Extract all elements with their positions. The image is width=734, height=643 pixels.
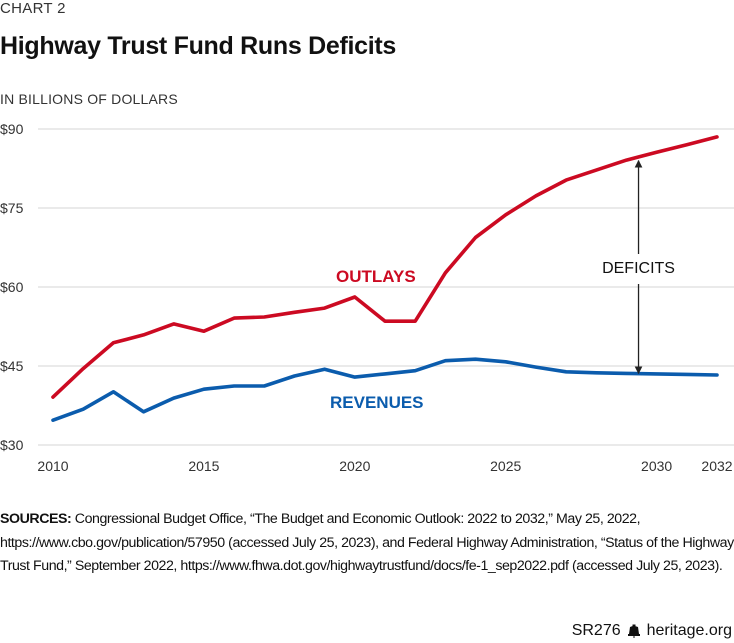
line-chart: $30 $45 $60 $75 $90 2010 2015 2020 2025 2030 2032… — [0, 121, 734, 474]
chart-kicker: CHART 2 — [0, 0, 66, 17]
x-axis-ticks: 2010 2015 2020 2025 2030 2032 — [37, 458, 732, 474]
x-tick-label: 2030 — [641, 458, 672, 474]
footer: SR276 heritage.org — [572, 622, 732, 640]
y-axis-ticks: $30 $45 $60 $75 $90 — [0, 121, 24, 453]
series-lines — [51, 135, 719, 423]
x-tick-label: 2010 — [37, 458, 68, 474]
x-tick-label: 2015 — [188, 458, 219, 474]
outlays-line — [51, 135, 719, 399]
y-tick-label: $60 — [0, 279, 24, 295]
sources-label: SOURCES: — [0, 511, 72, 527]
deficits-label: DEFICITS — [602, 260, 675, 277]
y-tick-label: $45 — [0, 358, 24, 374]
x-tick-label: 2020 — [339, 458, 370, 474]
annotations: OUTLAYS REVENUES DEFICITS — [330, 159, 675, 412]
sources-note: SOURCES: Congressional Budget Office, “T… — [0, 508, 734, 579]
revenues-label: REVENUES — [330, 393, 424, 412]
outlays-label: OUTLAYS — [336, 267, 416, 286]
site-name: heritage.org — [646, 622, 732, 639]
x-tick-label: 2032 — [701, 458, 732, 474]
sources-text: Congressional Budget Office, “The Budget… — [0, 511, 734, 574]
gridlines — [38, 128, 734, 446]
unit-label: IN BILLIONS OF DOLLARS — [0, 91, 178, 107]
liberty-bell-icon — [627, 624, 641, 638]
x-tick-label: 2025 — [490, 458, 521, 474]
y-tick-label: $30 — [0, 437, 24, 453]
chart-title: Highway Trust Fund Runs Deficits — [0, 32, 396, 60]
y-tick-label: $90 — [0, 121, 24, 137]
report-id: SR276 — [571, 622, 621, 639]
y-tick-label: $75 — [0, 200, 24, 216]
